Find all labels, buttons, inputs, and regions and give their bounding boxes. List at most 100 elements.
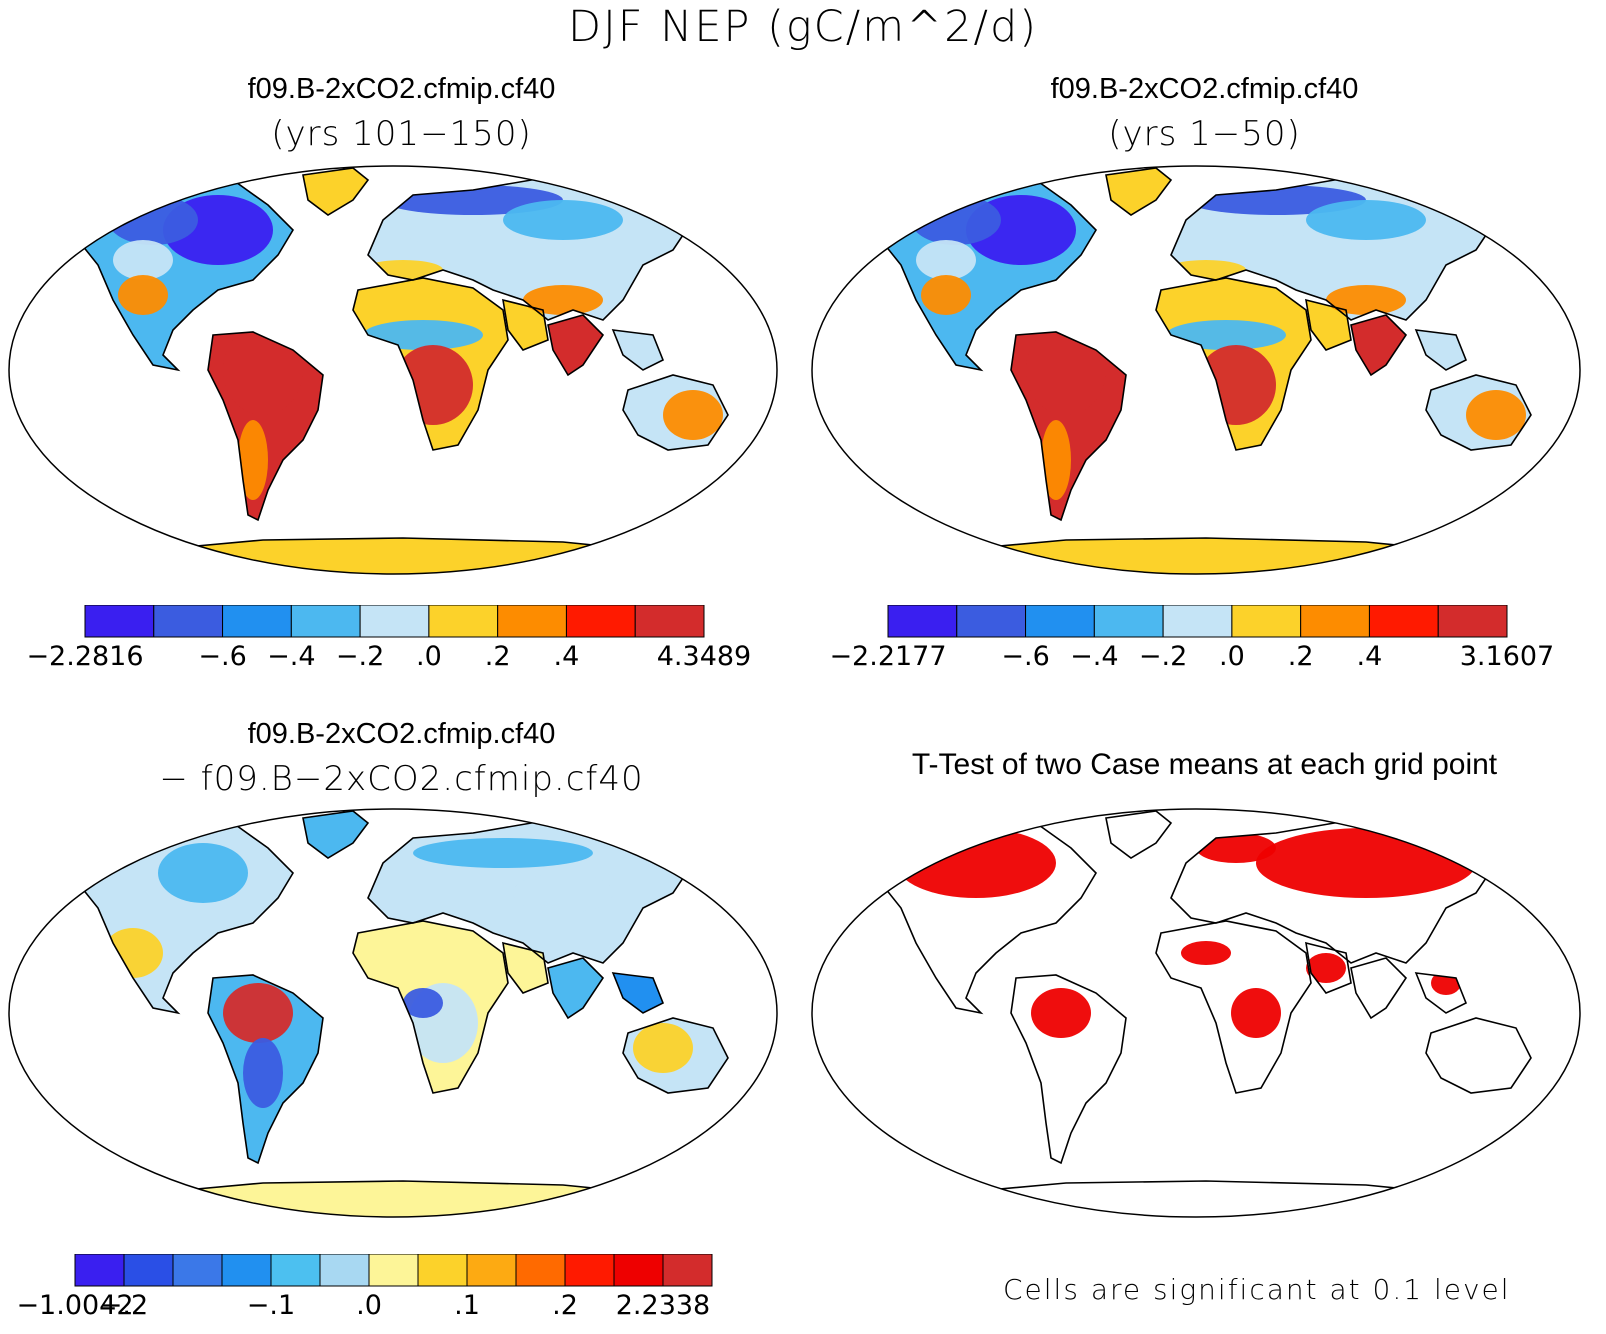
colorbar-swatch [153, 605, 224, 638]
value-region [118, 275, 168, 315]
colorbar-swatch [564, 1254, 615, 1287]
colorbar-swatch [74, 1254, 125, 1287]
coastline-india [547, 314, 605, 377]
world-map [811, 165, 1581, 575]
main-title: DJF NEP (gC/m^2/d) [567, 2, 1039, 52]
colorbar-swatch [634, 605, 705, 638]
coastline-namerica [57, 817, 295, 1015]
coastline-namerica [860, 174, 1098, 372]
value-region [663, 390, 723, 440]
colorbar-tick-label: .2 [485, 641, 511, 672]
colorbar-swatch [515, 1254, 566, 1287]
land-antarctica [153, 1181, 703, 1217]
land-seasia [613, 973, 663, 1013]
coastline-greenland [302, 167, 370, 216]
value-region [223, 983, 293, 1043]
land-australia [1426, 1018, 1531, 1093]
colorbar-tick-label: −.2 [336, 641, 384, 672]
coastline-africa [352, 920, 509, 1094]
coastline-arabia [1305, 298, 1352, 351]
land-india [1351, 315, 1406, 375]
colorbar-tick-label: 3.1607 [1460, 641, 1554, 672]
colorbar-swatch [417, 1254, 468, 1287]
coastline-seasia [1414, 972, 1468, 1014]
value-region [1166, 320, 1286, 350]
colorbar-swatch [270, 1254, 321, 1287]
panel-t-test: T-Test of two Case means at each grid po… [803, 663, 1606, 1326]
value-region [223, 325, 303, 415]
coastline-australia [1425, 374, 1532, 451]
colorbar: −2.2816 −.6 −.4 −.2 .0 .2 .4 4.3489 [26, 605, 751, 672]
colorbar-swatch [662, 1254, 713, 1287]
panel-subtitle: (yrs 1−50) [1108, 114, 1301, 154]
value-region [243, 1038, 283, 1108]
coastline-samerica [207, 331, 324, 522]
value-region [1181, 941, 1231, 965]
coastline-samerica [207, 974, 324, 1165]
map-frame [8, 808, 778, 1218]
value-region [158, 843, 248, 903]
colorbar-swatch [1093, 605, 1164, 638]
coastline-samerica [1010, 331, 1127, 522]
land-layer [57, 167, 729, 574]
colorbar-tick-label: .4 [554, 641, 580, 672]
colorbar-tick-label: −2.2177 [829, 641, 946, 672]
value-region [1041, 420, 1071, 500]
colorbar: −2.2177 −.6 −.4 −.2 .0 .2 .4 3.1607 [829, 605, 1554, 672]
colorbar-swatch [1025, 605, 1095, 638]
colorbar-tick-label: 2.2338 [616, 1290, 710, 1321]
value-region [403, 215, 483, 245]
map-group [8, 165, 778, 575]
coastline-india [1350, 957, 1408, 1020]
coastline-seasia [611, 972, 665, 1014]
value-region [113, 240, 173, 280]
coastline-africa [352, 277, 509, 451]
coastline-australia [622, 1017, 729, 1094]
value-region [921, 275, 971, 315]
coastline-greenland [302, 810, 370, 859]
value-region [1326, 285, 1406, 315]
coastline-india [547, 957, 605, 1020]
colorbar-swatch [1162, 605, 1233, 638]
colorbar-swatch [428, 605, 499, 638]
map-frame [811, 808, 1581, 1218]
coastline-arabia [1305, 941, 1352, 994]
value-blobs [108, 185, 723, 500]
coastline-arabia [502, 941, 549, 994]
coastline-eurasia [1170, 820, 1498, 964]
colorbar-tick-label: −.6 [198, 641, 246, 672]
value-region [916, 240, 976, 280]
land-greenland [1106, 168, 1171, 215]
land-india [548, 958, 603, 1018]
colorbar-swatch [613, 1254, 664, 1287]
colorbar-swatch [497, 605, 567, 638]
value-region [1306, 200, 1426, 240]
panel-subtitle: (yrs 101−150) [271, 114, 532, 154]
colorbar-tick-label: .0 [1219, 641, 1245, 672]
colorbar-swatch [368, 1254, 419, 1287]
land-greenland [303, 811, 368, 858]
value-region [413, 838, 593, 868]
value-region [1466, 390, 1526, 440]
colorbar-tick-label: −.6 [1001, 641, 1049, 672]
land-seasia [1416, 330, 1466, 370]
colorbar-tick-label: .2 [552, 1290, 578, 1321]
coastline-eurasia [1170, 177, 1498, 321]
map-frame [8, 165, 778, 575]
value-region [1306, 953, 1346, 983]
coastline-australia [622, 374, 729, 451]
coastline-samerica [1010, 974, 1127, 1165]
value-region [503, 200, 623, 240]
colorbar-swatch [172, 1254, 223, 1287]
colorbar-tick-label: 4.3489 [657, 641, 751, 672]
colorbar-swatch [290, 605, 361, 638]
land-india [1351, 958, 1406, 1018]
colorbar-swatch [466, 1254, 517, 1287]
value-region [103, 928, 163, 978]
value-region [911, 195, 1001, 245]
value-region [238, 420, 268, 500]
colorbar-swatch [222, 605, 292, 638]
panel-yrs-101-150: f09.B-2xCO2.cfmip.cf40 (yrs 101−150) −2.… [0, 0, 803, 672]
land-greenland [303, 168, 368, 215]
panel-difference: f09.B-2xCO2.cfmip.cf40 − f09.B−2xCO2.cfm… [0, 663, 803, 1326]
